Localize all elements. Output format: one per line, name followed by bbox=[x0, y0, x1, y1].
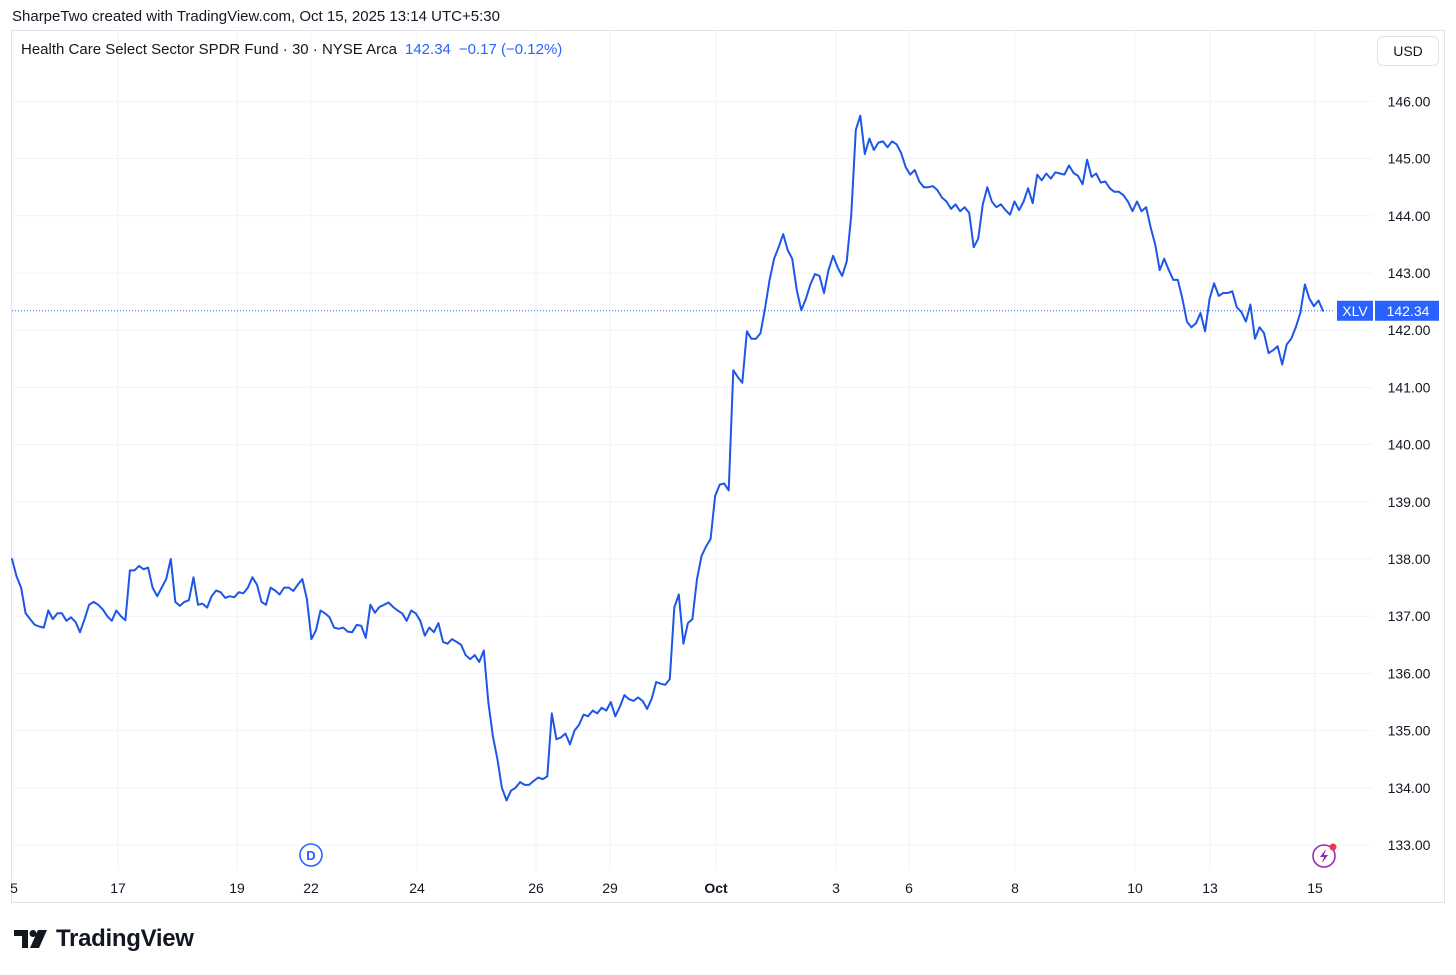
x-tick-label: 8 bbox=[1011, 880, 1019, 896]
x-tick-label: 29 bbox=[602, 880, 618, 896]
chart-caption: SharpeTwo created with TradingView.com, … bbox=[12, 8, 500, 25]
currency-button[interactable]: USD bbox=[1377, 36, 1439, 66]
x-tick-label: 22 bbox=[303, 880, 319, 896]
x-tick-label: 3 bbox=[832, 880, 840, 896]
price-series-line bbox=[11, 114, 1324, 802]
y-tick-label: 133.00 bbox=[1388, 837, 1431, 853]
x-tick-label: 6 bbox=[905, 880, 913, 896]
x-tick-label: 24 bbox=[409, 880, 425, 896]
y-tick-label: 140.00 bbox=[1388, 437, 1431, 453]
x-tick-label: Oct bbox=[704, 880, 728, 896]
x-tick-label: 5 bbox=[10, 880, 18, 896]
legend-price: 142.34 bbox=[405, 41, 451, 58]
y-tick-label: 143.00 bbox=[1388, 265, 1431, 281]
x-tick-label: 19 bbox=[229, 880, 245, 896]
tradingview-logo: TradingView bbox=[14, 925, 194, 953]
legend-change: −0.17 (−0.12%) bbox=[458, 41, 563, 58]
y-tick-label: 135.00 bbox=[1388, 723, 1431, 739]
x-tick-label: 10 bbox=[1127, 880, 1143, 896]
x-tick-label: 26 bbox=[528, 880, 544, 896]
y-tick-label: 142.00 bbox=[1388, 322, 1431, 338]
symbol-legend: Health Care Select Sector SPDR Fund · 30… bbox=[21, 41, 562, 58]
brand-name: TradingView bbox=[56, 925, 194, 952]
y-tick-label: 134.00 bbox=[1388, 780, 1431, 796]
y-tick-label: 144.00 bbox=[1388, 208, 1431, 224]
lightning-event-icon[interactable] bbox=[1312, 843, 1337, 868]
y-tick-label: 138.00 bbox=[1388, 551, 1431, 567]
price-tag-value: 142.34 bbox=[1387, 303, 1430, 319]
tradingview-logo-icon bbox=[14, 930, 47, 948]
y-tick-label: 137.00 bbox=[1388, 608, 1431, 624]
price-tag-ticker: XLV bbox=[1342, 303, 1368, 319]
dividend-marker-label: D bbox=[306, 848, 315, 863]
chart-frame bbox=[11, 30, 1445, 903]
y-tick-label: 139.00 bbox=[1388, 494, 1431, 510]
x-tick-label: 15 bbox=[1307, 880, 1323, 896]
symbol-description: Health Care Select Sector SPDR Fund · 30… bbox=[21, 41, 397, 58]
dividend-marker-icon[interactable]: D bbox=[299, 843, 323, 867]
y-tick-label: 145.00 bbox=[1388, 151, 1431, 167]
y-tick-label: 146.00 bbox=[1388, 93, 1431, 109]
y-tick-label: 136.00 bbox=[1388, 665, 1431, 681]
x-tick-label: 13 bbox=[1202, 880, 1218, 896]
y-tick-label: 141.00 bbox=[1388, 379, 1431, 395]
x-tick-label: 17 bbox=[110, 880, 126, 896]
price-tag: XLV 142.34 bbox=[1337, 300, 1439, 321]
